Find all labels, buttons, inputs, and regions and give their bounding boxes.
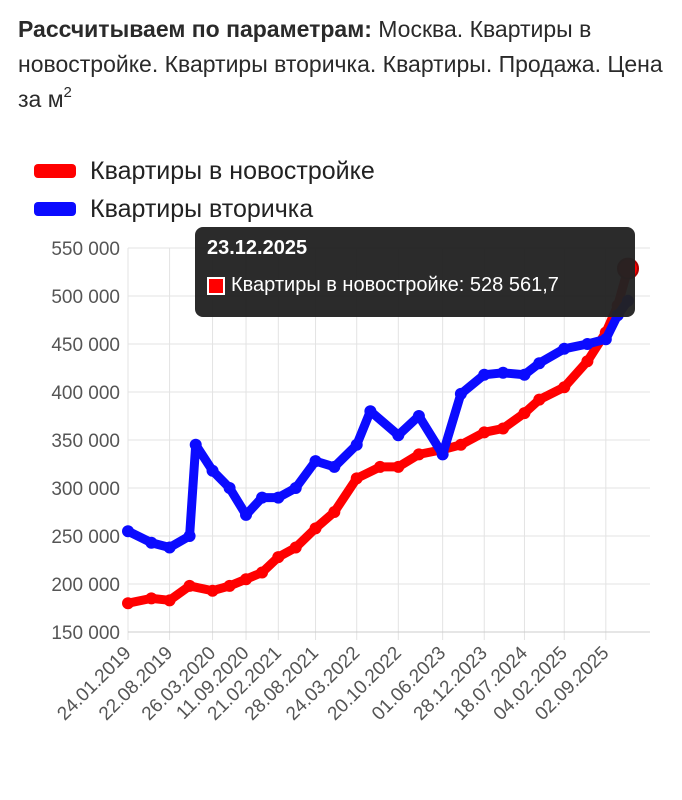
point-secondary-1[interactable] xyxy=(145,536,158,549)
point-secondary-22[interactable] xyxy=(533,357,546,370)
point-new-13[interactable] xyxy=(374,460,387,473)
point-secondary-18[interactable] xyxy=(454,387,467,400)
point-new-0[interactable] xyxy=(122,597,134,610)
point-secondary-8[interactable] xyxy=(256,491,269,504)
legend-swatch-blue xyxy=(34,202,76,216)
point-new-4[interactable] xyxy=(206,584,219,597)
point-secondary-25[interactable] xyxy=(599,333,612,346)
point-secondary-24[interactable] xyxy=(581,338,594,350)
legend-label-new: Квартиры в новостройке xyxy=(90,156,375,185)
y-tick-label: 450 000 xyxy=(51,335,120,356)
point-new-22[interactable] xyxy=(558,381,571,394)
y-tick-label: 150 000 xyxy=(51,623,120,644)
legend-item-new[interactable]: Квартиры в новостройке xyxy=(34,152,375,190)
point-secondary-9[interactable] xyxy=(272,491,285,504)
point-new-8[interactable] xyxy=(272,551,285,564)
point-secondary-14[interactable] xyxy=(364,405,377,418)
point-new-9[interactable] xyxy=(289,541,302,554)
point-new-6[interactable] xyxy=(240,573,253,586)
point-secondary-7[interactable] xyxy=(240,508,253,521)
y-tick-label: 550 000 xyxy=(51,239,120,260)
y-tick-label: 500 000 xyxy=(51,287,120,308)
point-secondary-0[interactable] xyxy=(122,525,134,538)
point-new-20[interactable] xyxy=(518,407,531,420)
point-secondary-15[interactable] xyxy=(392,429,405,442)
point-new-5[interactable] xyxy=(223,579,236,592)
unit-superscript: 2 xyxy=(63,84,72,101)
params-label: Рассчитываем по параметрам: xyxy=(18,16,372,42)
y-tick-label: 400 000 xyxy=(51,383,120,404)
point-secondary-21[interactable] xyxy=(518,368,531,381)
point-secondary-11[interactable] xyxy=(309,455,322,468)
y-tick-label: 250 000 xyxy=(51,527,120,548)
point-new-18[interactable] xyxy=(478,426,491,439)
point-secondary-17[interactable] xyxy=(436,448,449,461)
tooltip-date: 23.12.2025 xyxy=(207,237,308,259)
point-secondary-10[interactable] xyxy=(289,482,302,494)
point-new-17[interactable] xyxy=(454,438,467,451)
point-new-3[interactable] xyxy=(183,579,196,592)
legend-label-secondary: Квартиры вторичка xyxy=(90,194,314,223)
point-secondary-4[interactable] xyxy=(189,438,202,451)
y-axis: 550 000 500 000 450 000 400 000 350 000 300 0… xyxy=(51,239,120,644)
legend-swatch-red xyxy=(34,164,76,178)
point-secondary-23[interactable] xyxy=(558,342,571,355)
tooltip-label: Квартиры в новостройке: 528 561,7 xyxy=(231,274,559,296)
chart-legend: Квартиры в новостройке Квартиры вторичка xyxy=(34,152,375,228)
series-line-new[interactable] xyxy=(123,264,633,608)
point-secondary-20[interactable] xyxy=(497,366,510,379)
y-tick-label: 200 000 xyxy=(51,575,120,596)
point-new-10[interactable] xyxy=(309,522,322,535)
point-new-19[interactable] xyxy=(497,422,510,435)
point-new-11[interactable] xyxy=(328,506,341,518)
tooltip-swatch xyxy=(207,276,225,295)
point-new-15[interactable] xyxy=(412,448,425,461)
point-secondary-13[interactable] xyxy=(350,438,363,451)
point-secondary-3[interactable] xyxy=(183,530,196,542)
x-axis: 24.01.201922.08.201926.03.202011.09.2020… xyxy=(53,642,613,724)
point-new-7[interactable] xyxy=(256,566,269,579)
tooltip-row: Квартиры в новостройке: 528 561,7 xyxy=(207,274,623,297)
point-secondary-12[interactable] xyxy=(328,460,341,473)
point-new-2[interactable] xyxy=(163,594,176,607)
point-new-23[interactable] xyxy=(581,355,594,368)
point-secondary-19[interactable] xyxy=(478,368,491,381)
point-secondary-16[interactable] xyxy=(412,410,425,422)
y-tick-label: 300 000 xyxy=(51,479,120,500)
point-new-12[interactable] xyxy=(350,472,363,485)
point-secondary-6[interactable] xyxy=(223,482,236,494)
legend-item-secondary[interactable]: Квартиры вторичка xyxy=(34,190,375,228)
chart-tooltip: 23.12.2025 Квартиры в новостройке: 528 5… xyxy=(195,227,635,317)
page-title: Рассчитываем по параметрам: Москва. Квар… xyxy=(18,12,668,117)
point-new-1[interactable] xyxy=(145,592,158,605)
point-secondary-2[interactable] xyxy=(163,541,176,554)
params-text: Москва. Квартиры в новостройке. Квартиры… xyxy=(18,16,663,112)
point-secondary-5[interactable] xyxy=(206,464,219,477)
series-line-secondary[interactable] xyxy=(123,296,633,553)
point-new-21[interactable] xyxy=(533,393,546,406)
y-tick-label: 350 000 xyxy=(51,431,120,452)
point-new-14[interactable] xyxy=(392,460,405,473)
